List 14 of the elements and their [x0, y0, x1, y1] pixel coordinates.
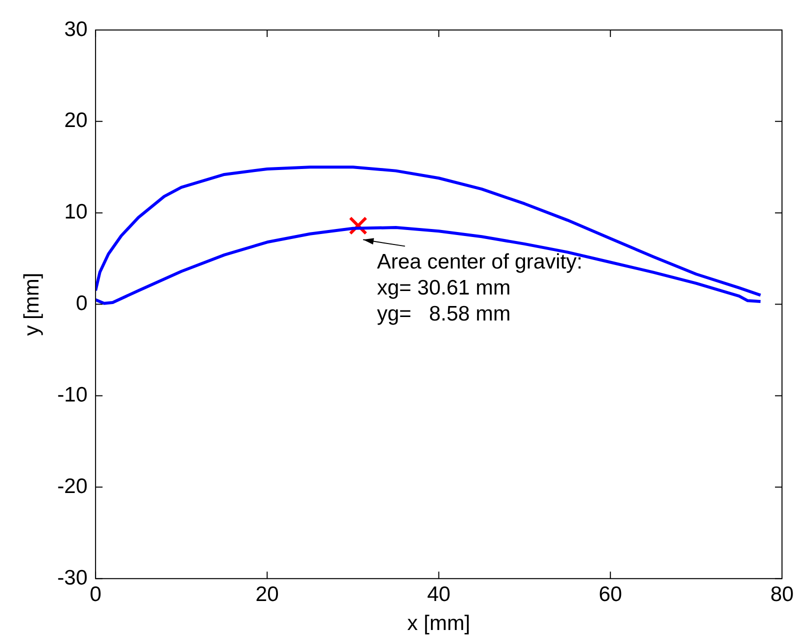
y-tick-label: -30	[57, 566, 88, 590]
x-tick-label: 20	[255, 582, 279, 606]
y-tick-label: -10	[57, 384, 88, 407]
x-tick-label: 40	[427, 582, 450, 606]
y-tick-label: 0	[76, 292, 88, 316]
x-tick-label: 80	[770, 582, 794, 606]
y-tick-label: 20	[64, 109, 88, 132]
y-tick-label: 10	[64, 200, 88, 224]
y-tick-label: 30	[64, 18, 88, 41]
y-tick-label: -20	[57, 474, 88, 498]
annotation: Area center of gravity: xg= 30.61 mm yg= 8.58 mm	[376, 250, 582, 326]
x-axis-title: x [mm]	[407, 612, 470, 636]
y-axis-title: y [mm]	[20, 272, 44, 336]
x-tick-label: 60	[598, 582, 622, 606]
